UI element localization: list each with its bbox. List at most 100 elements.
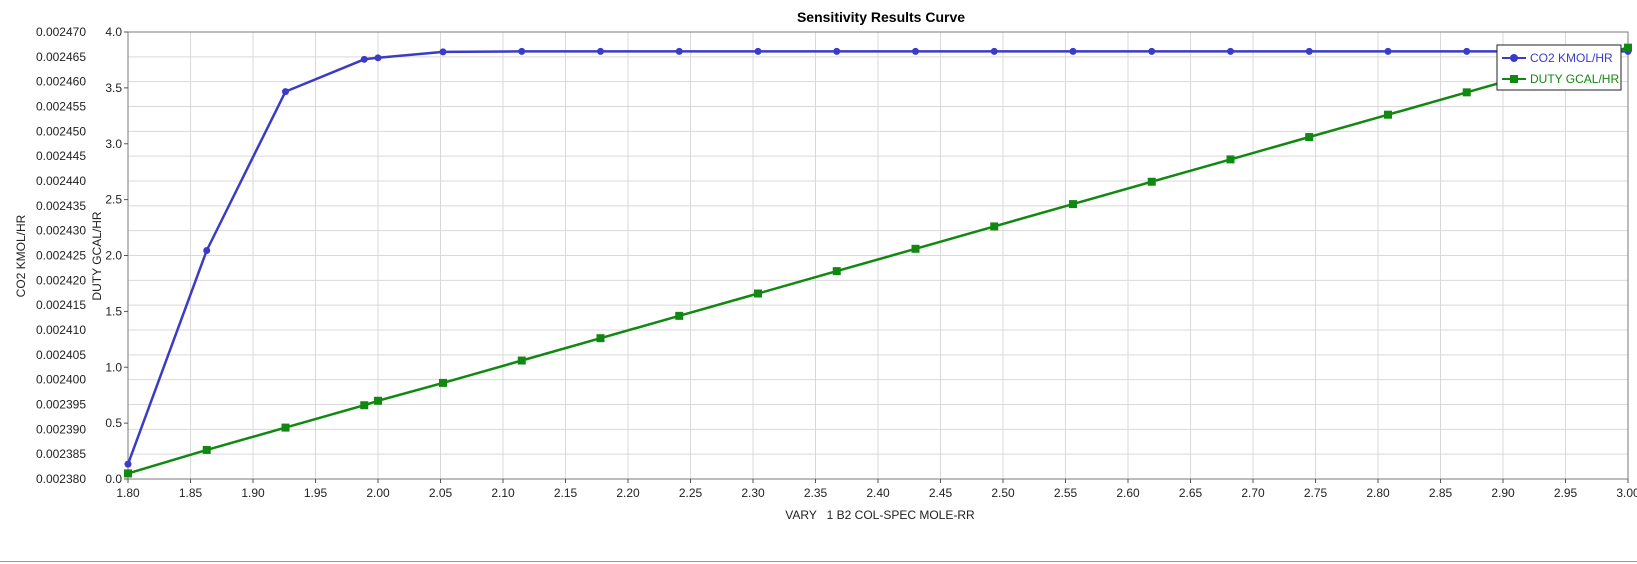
data-point xyxy=(1384,110,1392,119)
x-tick-label: 1.80 xyxy=(116,486,140,500)
data-point xyxy=(518,47,526,55)
right-y-tick-label: 0.0 xyxy=(105,472,122,486)
legend-marker-duty xyxy=(1510,75,1518,83)
x-tick-label: 2.85 xyxy=(1429,486,1453,500)
left-y-tick-label: 0.002380 xyxy=(36,472,86,486)
x-tick-label: 2.00 xyxy=(366,486,390,500)
grid-lines xyxy=(127,31,1629,480)
data-point xyxy=(439,378,447,387)
right-y-tick-label: 0.5 xyxy=(105,416,122,430)
left-y-tick-label: 0.002450 xyxy=(36,124,86,138)
legend[interactable]: CO2 KMOL/HR DUTY GCAL/HR xyxy=(1496,44,1622,91)
data-point xyxy=(1226,155,1235,164)
series-layer xyxy=(124,43,1632,478)
data-point xyxy=(675,311,684,320)
left-y-tick-label: 0.002430 xyxy=(36,224,86,238)
data-point xyxy=(517,356,526,365)
data-point xyxy=(1227,47,1234,55)
data-point xyxy=(374,54,382,62)
x-tick-label: 2.40 xyxy=(866,486,890,500)
left-y-tick-label: 0.002425 xyxy=(36,249,86,263)
legend-label-duty: DUTY GCAL/HR xyxy=(1530,72,1619,86)
x-tick-label: 2.45 xyxy=(929,486,953,500)
x-tick-label: 2.35 xyxy=(804,486,828,500)
data-point xyxy=(282,88,289,96)
x-tick-label: 2.30 xyxy=(741,486,765,500)
data-point xyxy=(360,401,369,410)
right-y-axis-title: DUTY GCAL/HR xyxy=(90,211,104,300)
data-point xyxy=(1624,43,1632,52)
x-tick-label: 3.00 xyxy=(1616,486,1637,500)
data-point xyxy=(833,47,841,55)
x-tick-label: 2.05 xyxy=(429,486,453,500)
data-point xyxy=(912,47,919,55)
data-point xyxy=(281,423,290,432)
data-point xyxy=(203,247,211,255)
data-point xyxy=(832,267,841,276)
x-tick-label: 2.80 xyxy=(1366,486,1390,500)
x-tick-label: 2.95 xyxy=(1554,486,1578,500)
left-y-tick-label: 0.002445 xyxy=(36,149,86,163)
legend-label-co2: CO2 KMOL/HR xyxy=(1530,51,1613,65)
left-y-tick-label: 0.002385 xyxy=(36,447,86,461)
data-point xyxy=(911,244,920,253)
series-0 xyxy=(124,47,1632,468)
x-axis-title: VARY 1 B2 COL-SPEC MOLE-RR xyxy=(785,508,975,522)
left-y-tick-label: 0.002435 xyxy=(36,199,86,213)
x-tick-label: 2.75 xyxy=(1304,486,1328,500)
x-tick-label: 2.20 xyxy=(616,486,640,500)
left-y-tick-label: 0.002400 xyxy=(36,373,86,387)
left-y-tick-label: 0.002405 xyxy=(36,348,86,362)
data-point xyxy=(360,55,368,63)
x-tick-label: 1.85 xyxy=(179,486,203,500)
left-y-tick-label: 0.002415 xyxy=(36,298,86,312)
data-point xyxy=(597,47,604,55)
left-y-axis-title: CO2 KMOL/HR xyxy=(14,214,28,297)
data-point xyxy=(374,396,382,405)
data-point xyxy=(1305,47,1313,55)
data-point xyxy=(439,48,447,56)
data-point xyxy=(1147,177,1156,186)
x-axis: 1.80 1.85 1.90 1.95 2.00 2.05 2.10 2.15 2.20 2.25… xyxy=(116,479,1637,500)
x-tick-label: 2.25 xyxy=(679,486,703,500)
x-tick-label: 2.50 xyxy=(991,486,1015,500)
right-y-axis: 0.0 0.5 1.0 1.5 2.0 2.5 3.0 3.5 4.0 xyxy=(105,25,128,486)
data-point xyxy=(990,47,998,55)
data-point xyxy=(124,469,132,478)
left-y-tick-label: 0.002395 xyxy=(36,398,86,412)
data-point xyxy=(596,334,605,343)
right-y-tick-label: 1.5 xyxy=(105,304,122,318)
x-tick-label: 2.70 xyxy=(1241,486,1265,500)
right-y-tick-label: 1.0 xyxy=(105,360,122,374)
x-tick-label: 2.60 xyxy=(1116,486,1140,500)
right-y-tick-label: 3.0 xyxy=(105,137,122,151)
left-y-tick-label: 0.002440 xyxy=(36,174,86,188)
chart-title: Sensitivity Results Curve xyxy=(797,9,965,25)
data-point xyxy=(1463,47,1471,55)
data-point xyxy=(990,222,999,231)
right-y-tick-label: 4.0 xyxy=(105,25,122,39)
left-y-tick-label: 0.002420 xyxy=(36,273,86,287)
data-point xyxy=(1305,133,1314,142)
left-y-tick-label: 0.002460 xyxy=(36,75,86,89)
right-y-tick-label: 3.5 xyxy=(105,81,122,95)
left-y-tick-label: 0.002390 xyxy=(36,422,86,436)
data-point xyxy=(124,460,132,468)
data-point xyxy=(1384,47,1392,55)
data-point xyxy=(1069,47,1077,55)
legend-marker-co2 xyxy=(1510,54,1518,62)
data-point xyxy=(202,445,211,454)
x-tick-label: 2.10 xyxy=(491,486,515,500)
left-y-tick-label: 0.002465 xyxy=(36,50,86,64)
data-point xyxy=(754,289,762,298)
data-point xyxy=(1462,88,1471,97)
data-point xyxy=(675,47,683,55)
x-tick-label: 1.95 xyxy=(304,486,328,500)
left-y-axis: 0.002380 0.002385 0.002390 0.002395 0.002400… xyxy=(36,25,86,486)
data-point xyxy=(754,47,762,55)
window-bottom-border xyxy=(0,561,1637,562)
x-tick-label: 2.15 xyxy=(554,486,578,500)
data-point xyxy=(1069,200,1077,209)
x-tick-label: 2.55 xyxy=(1054,486,1078,500)
